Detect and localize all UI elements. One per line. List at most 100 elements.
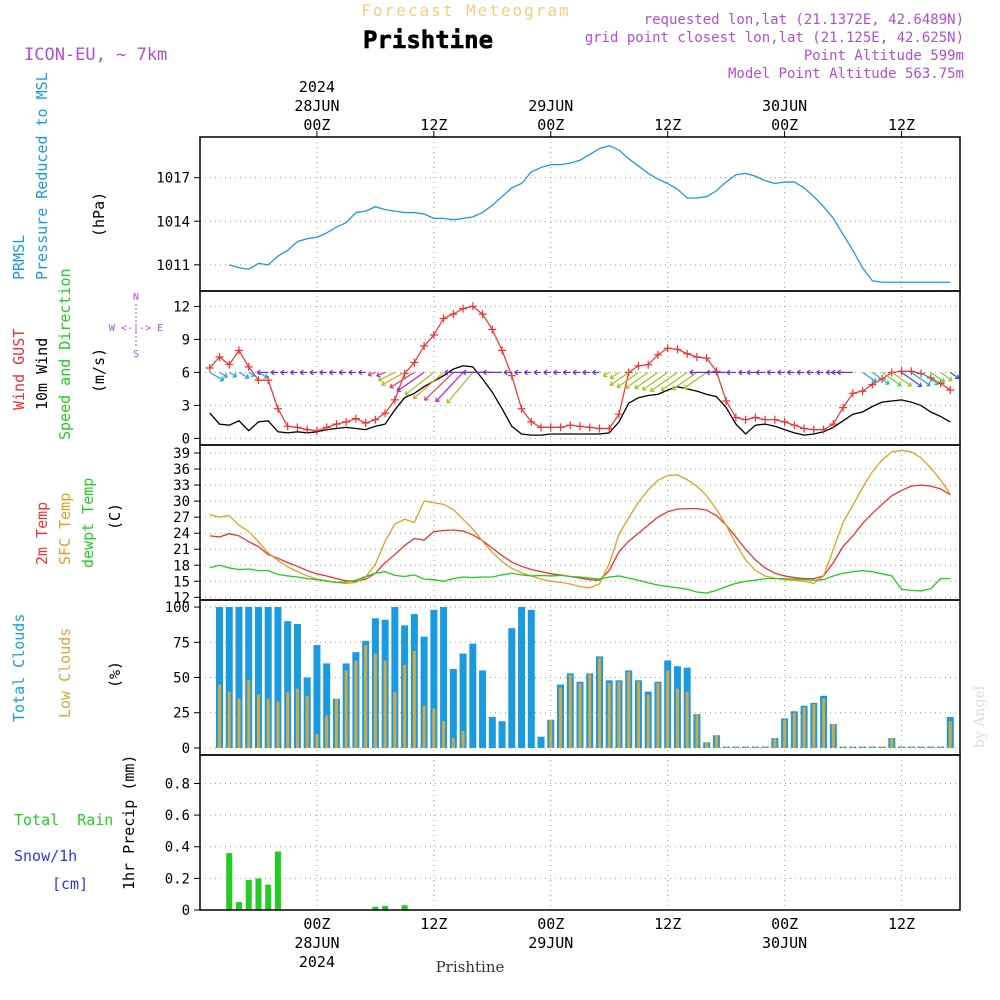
temp-y-tick-label: 30 bbox=[173, 494, 190, 510]
top-time-label: 12Z bbox=[888, 116, 915, 134]
panel-labels: PRMSL Pressure Reduced to MSL (hPa) Wind… bbox=[10, 72, 163, 893]
wind-y-tick-label: 9 bbox=[182, 332, 190, 348]
gust-marker bbox=[653, 350, 662, 359]
gust-marker bbox=[410, 358, 419, 367]
rain-label: Total Rain bbox=[14, 811, 113, 829]
wind-arrow-head bbox=[706, 369, 711, 376]
top-time-label: 12Z bbox=[654, 116, 681, 134]
low-cloud-bar bbox=[286, 691, 290, 748]
compass-south: S bbox=[133, 349, 139, 360]
wind-y-tick-label: 6 bbox=[182, 365, 190, 381]
total-cloud-bar bbox=[391, 607, 399, 748]
temp-y-tick-label: 39 bbox=[173, 446, 190, 462]
low-cloud-bar bbox=[227, 691, 231, 748]
low-cloud-bar bbox=[597, 657, 601, 748]
wind-arrow-head bbox=[503, 369, 508, 376]
low-cloud-bar bbox=[851, 746, 855, 748]
gust-marker bbox=[605, 424, 614, 433]
wind-arrow-head bbox=[609, 374, 615, 380]
gust-marker bbox=[634, 361, 643, 370]
low-cloud-bar bbox=[256, 694, 260, 748]
wind-arrow bbox=[378, 371, 396, 381]
low-cloud-bar bbox=[432, 708, 436, 748]
total-cloud-bar bbox=[215, 607, 223, 748]
total-cloud-bar bbox=[430, 609, 438, 748]
low-cloud-bar bbox=[646, 694, 650, 748]
precip-label: 1hr Precip (mm) bbox=[120, 755, 138, 890]
wind-arrow-head bbox=[319, 369, 324, 376]
total-cloud-bar bbox=[254, 607, 262, 748]
low-cloud-bar bbox=[822, 698, 826, 748]
precip-frame bbox=[199, 754, 961, 911]
snow-label: Snow/1h bbox=[14, 847, 77, 865]
gust-marker bbox=[907, 367, 916, 376]
sfc-temp-line bbox=[209, 449, 951, 589]
wind-arrow bbox=[634, 371, 659, 389]
rain-bar bbox=[226, 853, 233, 910]
wind-arrow-head bbox=[367, 371, 373, 377]
wind-arrow-head bbox=[940, 378, 946, 383]
low-cloud-bar bbox=[705, 742, 709, 748]
snow-unit: [cm] bbox=[52, 875, 88, 893]
bottom-time-label: 12Z bbox=[654, 915, 681, 933]
gust-marker bbox=[770, 415, 779, 424]
wind-arrow-head bbox=[831, 369, 836, 376]
low-cloud-bar bbox=[305, 695, 309, 748]
wind-arrow bbox=[930, 371, 945, 383]
wind-arrow-head bbox=[592, 369, 597, 376]
wind-arrow bbox=[209, 371, 224, 381]
gust-marker bbox=[468, 302, 477, 311]
gust-marker bbox=[722, 397, 731, 405]
low-cloud-bar bbox=[675, 688, 679, 748]
wind-frame bbox=[199, 290, 961, 446]
model-altitude: Model Point Altitude 563.75m bbox=[728, 66, 964, 82]
low-cloud-bar bbox=[929, 746, 933, 748]
low-cloud-bar bbox=[880, 746, 884, 748]
compass-north: N bbox=[133, 292, 139, 303]
cloud-bars bbox=[215, 607, 954, 748]
pressure-unit: (hPa) bbox=[90, 192, 108, 237]
low-cloud-bar bbox=[695, 714, 699, 748]
wind-arrow-head bbox=[446, 399, 452, 404]
forecast-title: Forecast Meteogram bbox=[361, 1, 570, 20]
wind-arrow-head bbox=[907, 382, 912, 387]
wind-arrow bbox=[671, 371, 698, 391]
wind-direction-arrows bbox=[209, 369, 960, 404]
low-cloud-bar bbox=[442, 721, 446, 748]
wind-arrow-head bbox=[755, 369, 760, 376]
low-cloud-bar bbox=[364, 645, 368, 748]
wind-arrow bbox=[661, 371, 688, 391]
gust-marker bbox=[917, 369, 926, 378]
wind-arrow-head bbox=[660, 386, 666, 392]
total-clouds-label: Total Clouds bbox=[10, 614, 28, 722]
gust-marker bbox=[225, 360, 234, 369]
rain-bar bbox=[274, 851, 281, 910]
gust-markers bbox=[205, 302, 955, 435]
wind-arrow-head bbox=[381, 381, 387, 387]
temp-y-tick-label: 18 bbox=[173, 558, 190, 574]
grid: 1011101410170369121215182124273033363902… bbox=[156, 137, 960, 919]
wind-arrow-head bbox=[689, 369, 694, 376]
total-cloud-bar bbox=[459, 653, 467, 748]
total-cloud-bar bbox=[537, 736, 545, 748]
gust-marker bbox=[692, 353, 701, 361]
wind-arrow-head bbox=[523, 369, 528, 376]
total-cloud-bar bbox=[449, 669, 457, 748]
gust-marker bbox=[351, 414, 360, 423]
low-cloud-bar bbox=[354, 660, 358, 748]
low-cloud-bar bbox=[861, 746, 865, 748]
wind-arrow-head bbox=[572, 369, 577, 376]
temp-y-tick-label: 12 bbox=[173, 590, 190, 606]
wind-arrow-head bbox=[625, 384, 630, 389]
low-cloud-bar bbox=[831, 724, 835, 748]
low-cloud-bar bbox=[617, 681, 621, 748]
low-cloud-bar bbox=[247, 680, 251, 748]
total-cloud-bar bbox=[323, 663, 331, 748]
gust-marker bbox=[800, 424, 809, 433]
wind-arrow bbox=[891, 371, 912, 387]
wind-arrow-head bbox=[947, 376, 953, 382]
low-clouds-label: Low Clouds bbox=[56, 628, 74, 718]
pressure-label: Pressure Reduced to MSL bbox=[33, 72, 51, 280]
